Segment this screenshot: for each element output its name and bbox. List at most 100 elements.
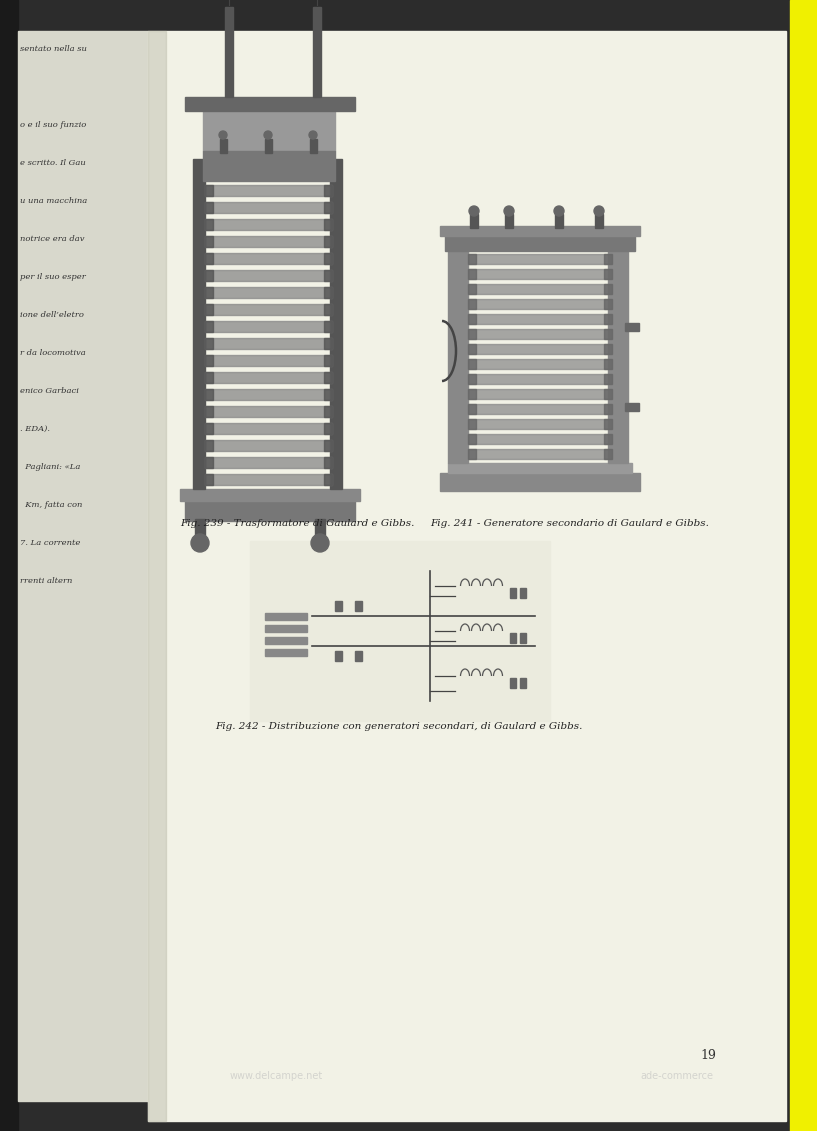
Bar (790, 0, 817, 1131)
Bar (205, 202, 213, 213)
Text: rrenti altern: rrenti altern (20, 577, 73, 585)
Bar (205, 474, 332, 485)
Bar (604, 314, 612, 323)
Bar (205, 372, 213, 383)
Bar (203, 152, 335, 181)
Bar (205, 406, 213, 417)
Bar (324, 440, 332, 451)
Bar (455, 616, 510, 646)
Bar (205, 355, 213, 366)
Bar (455, 571, 510, 601)
Text: www.delcampe.net: www.delcampe.net (230, 1071, 324, 1081)
Circle shape (311, 534, 329, 552)
Circle shape (219, 131, 227, 139)
Bar (468, 449, 612, 459)
Bar (520, 633, 526, 644)
Bar (468, 344, 612, 354)
Bar (468, 434, 476, 444)
Bar (604, 404, 612, 414)
Bar (440, 473, 640, 491)
Text: Fig. 242 - Distribuzione con generatori secondari, di Gaulard e Gibbs.: Fig. 242 - Distribuzione con generatori … (215, 722, 583, 731)
Bar (148, 31, 166, 1121)
Bar (205, 338, 332, 349)
Bar (510, 677, 516, 688)
Bar (468, 359, 476, 369)
Bar (324, 321, 332, 333)
Bar (604, 374, 612, 385)
Bar (205, 440, 213, 451)
Bar (468, 344, 476, 354)
Text: 19: 19 (700, 1048, 716, 1062)
Bar (324, 355, 332, 366)
Bar (355, 601, 362, 611)
Bar (205, 304, 332, 316)
Bar (265, 613, 307, 620)
Bar (608, 243, 628, 463)
Bar (205, 185, 332, 196)
Bar (468, 329, 612, 339)
Bar (468, 299, 612, 309)
Bar (205, 423, 213, 434)
Text: sentato nella su: sentato nella su (20, 45, 87, 53)
Circle shape (191, 534, 209, 552)
Bar (203, 111, 335, 152)
Text: ade-commerce: ade-commerce (640, 1071, 713, 1081)
Bar (324, 423, 332, 434)
Text: Km, fatta con: Km, fatta con (20, 501, 83, 509)
Text: ione dell’eletro: ione dell’eletro (20, 311, 84, 319)
Bar (604, 434, 612, 444)
Bar (324, 406, 332, 417)
Bar (205, 287, 332, 297)
Bar (205, 270, 332, 280)
Text: 7. La corrente: 7. La corrente (20, 539, 80, 547)
Bar (324, 457, 332, 468)
Bar (604, 449, 612, 459)
Bar (468, 284, 612, 294)
Bar (510, 633, 516, 644)
Bar (205, 474, 213, 485)
Bar (205, 338, 213, 349)
Bar (324, 219, 332, 230)
Bar (468, 269, 612, 279)
Bar (468, 389, 476, 399)
Bar (205, 389, 332, 400)
Bar (185, 501, 355, 521)
Bar (324, 270, 332, 280)
Bar (335, 651, 342, 661)
Bar (180, 489, 360, 501)
Text: Fig. 241 - Generatore secondario di Gaulard e Gibbs.: Fig. 241 - Generatore secondario di Gaul… (430, 519, 709, 528)
Bar (205, 219, 332, 230)
Bar (324, 236, 332, 247)
Bar (324, 287, 332, 297)
Bar (604, 254, 612, 264)
Text: Fig. 239 - Trasformatore di Gaulard e Gibbs.: Fig. 239 - Trasformatore di Gaulard e Gi… (180, 519, 414, 528)
Text: per il suo esper: per il suo esper (20, 273, 86, 280)
Bar (468, 374, 476, 385)
Bar (468, 359, 612, 369)
Bar (455, 661, 510, 691)
Bar (265, 625, 307, 632)
Bar (265, 637, 307, 644)
Bar (205, 219, 213, 230)
Bar (205, 457, 332, 468)
Bar (205, 304, 213, 316)
Circle shape (264, 131, 272, 139)
Bar (468, 329, 476, 339)
Text: . EDA).: . EDA). (20, 425, 50, 433)
Bar (468, 374, 612, 385)
Bar (205, 253, 332, 264)
Bar (260, 603, 312, 661)
Bar (205, 406, 332, 417)
Text: u una macchina: u una macchina (20, 197, 87, 205)
Bar (324, 474, 332, 485)
Bar (468, 314, 476, 323)
Bar (310, 139, 317, 153)
Bar (468, 418, 476, 429)
Bar (313, 7, 321, 97)
Bar (468, 269, 476, 279)
Bar (555, 214, 563, 228)
Bar (510, 588, 516, 598)
Circle shape (469, 206, 479, 216)
Bar (468, 434, 612, 444)
Bar (205, 372, 332, 383)
